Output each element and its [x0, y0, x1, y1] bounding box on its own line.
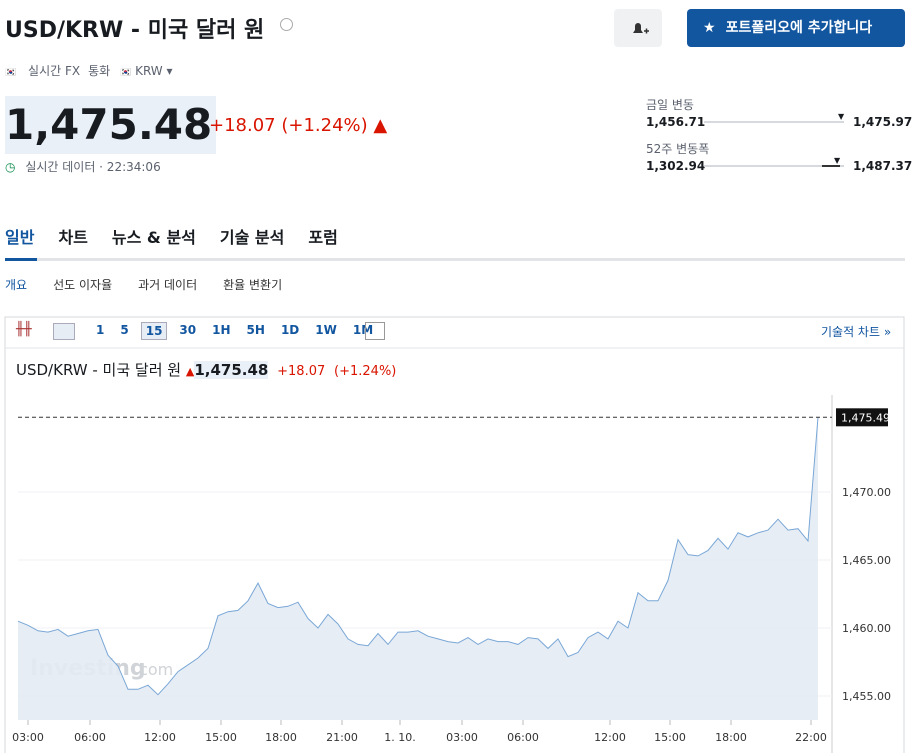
- y-tick-label: 1,460.00: [842, 622, 891, 635]
- x-tick-label: 03:00: [446, 731, 478, 744]
- change: +18.07: [209, 115, 276, 136]
- status-text: 실시간 데이터 · 22:34:06: [25, 160, 161, 174]
- tab[interactable]: 포럼: [308, 228, 338, 247]
- price-tag: 1,475.49: [841, 411, 890, 424]
- subtab[interactable]: 과거 데이터: [138, 278, 198, 292]
- tab-rule: [5, 258, 905, 261]
- y-tick-label: 1,465.00: [842, 554, 891, 567]
- status: ◷ 실시간 데이터 · 22:34:06: [5, 160, 161, 174]
- x-tick-label: 1. 10.: [384, 731, 416, 744]
- price: 1,475.48: [5, 96, 217, 154]
- y-tick-label: 1,470.00: [842, 486, 891, 499]
- x-tick-label: 15:00: [654, 731, 686, 744]
- tab[interactable]: 기술 분석: [219, 228, 285, 247]
- range-marker: ▼: [834, 156, 841, 165]
- range-high: 1,475.97: [853, 115, 913, 129]
- tab[interactable]: 차트: [58, 228, 88, 247]
- interval[interactable]: 1D: [280, 323, 300, 337]
- chart-change: +18.07: [277, 364, 326, 379]
- price-tag-bg: [836, 408, 888, 427]
- range-low: 1,456.71: [646, 115, 706, 129]
- x-tick-label: 18:00: [265, 731, 297, 744]
- chart-price: 1,475.48: [194, 361, 269, 379]
- range-label: 금일 변동: [646, 98, 694, 112]
- meta-item: 통화: [88, 64, 111, 78]
- range-high: 1,487.37: [853, 159, 913, 173]
- tab[interactable]: 일반: [5, 228, 35, 247]
- x-tick-label: 22:00: [795, 731, 827, 744]
- meta-item[interactable]: KRW: [135, 64, 163, 78]
- chart-change-pct: (+1.24%): [334, 364, 397, 379]
- range-label: 52주 변동폭: [646, 142, 710, 156]
- intervals: 1 5 15 30 1H 5H 1D 1W 1M: [92, 322, 377, 340]
- y-tick-label: 1,455.00: [842, 690, 891, 703]
- area-icon[interactable]: [53, 323, 75, 340]
- x-tick-label: 06:00: [507, 731, 539, 744]
- meta-item: 실시간 FX: [28, 64, 81, 78]
- change-pct: (+1.24%): [281, 115, 368, 136]
- area: [18, 417, 818, 720]
- tabs: 일반 차트 뉴스 & 분석 기술 분석 포럼: [5, 224, 338, 248]
- interval[interactable]: 5: [120, 323, 129, 337]
- meta-row: 🇰🇷 실시간 FX 통화 🇰🇷 KRW ▾: [5, 64, 173, 78]
- x-tick-label: 12:00: [144, 731, 176, 744]
- range-marker: ▼: [838, 112, 845, 121]
- table-icon[interactable]: [365, 322, 385, 340]
- tech-chart-link[interactable]: 기술적 차트 »: [821, 325, 892, 339]
- subtab[interactable]: 환율 변환기: [223, 278, 283, 292]
- x-tick-label: 06:00: [74, 731, 106, 744]
- subtab[interactable]: 개요: [5, 278, 28, 292]
- range-bar: [704, 165, 844, 167]
- interval[interactable]: 1W: [315, 323, 337, 337]
- x-tick-label: 03:00: [12, 731, 44, 744]
- info-icon[interactable]: [280, 18, 293, 31]
- chart-title: USD/KRW - 미국 달러 원: [16, 361, 182, 379]
- bell-icon: [633, 23, 649, 34]
- candle-icon[interactable]: ╫╫: [16, 322, 32, 337]
- x-tick-label: 15:00: [205, 731, 237, 744]
- line: [17, 417, 819, 696]
- tab[interactable]: 뉴스 & 분석: [111, 228, 196, 247]
- title: USD/KRW - 미국 달러 원: [5, 18, 265, 43]
- interval[interactable]: 30: [179, 323, 197, 337]
- interval[interactable]: 5H: [246, 323, 265, 337]
- price-change: +18.07 (+1.24%) ▲: [209, 115, 388, 136]
- range-bar: [704, 121, 844, 123]
- x-tick-label: 12:00: [594, 731, 626, 744]
- button-label: 포트폴리오에 추가합니다: [725, 20, 873, 36]
- interval[interactable]: 1: [96, 323, 105, 337]
- portfolio-button[interactable]: ★ 포트폴리오에 추가합니다: [687, 9, 905, 47]
- subtabs: 개요 선도 이자율 과거 데이터 환율 변환기: [5, 276, 282, 293]
- x-tick-label: 18:00: [715, 731, 747, 744]
- interval[interactable]: 15: [140, 322, 168, 340]
- subtab[interactable]: 선도 이자율: [53, 278, 113, 292]
- x-tick-label: 21:00: [326, 731, 358, 744]
- interval[interactable]: 1H: [212, 323, 231, 337]
- interval[interactable]: 1M: [352, 323, 374, 337]
- chart-header: USD/KRW - 미국 달러 원 ▲1,475.48 +18.07 (+1.2…: [16, 361, 397, 379]
- alert-button[interactable]: [614, 9, 662, 47]
- watermark: .com: [134, 660, 173, 679]
- range-low: 1,302.94: [646, 159, 706, 173]
